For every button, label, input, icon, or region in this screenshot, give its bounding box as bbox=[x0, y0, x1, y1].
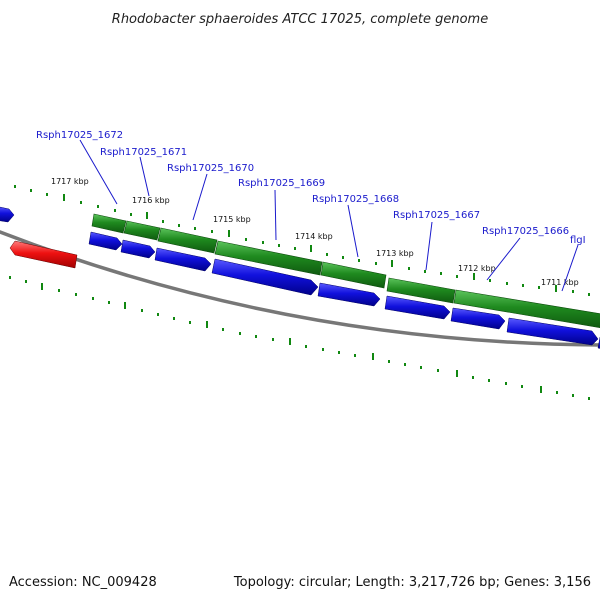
kbp-label: 1711 kbp bbox=[541, 278, 579, 287]
cds-track bbox=[0, 206, 600, 349]
gene-feature[interactable] bbox=[320, 261, 387, 289]
cds-arrow[interactable] bbox=[506, 317, 599, 346]
kbp-label: 1713 kbp bbox=[376, 249, 414, 258]
cds-arrow[interactable] bbox=[88, 231, 123, 251]
cds-arrow[interactable] bbox=[211, 258, 319, 296]
kbp-scale: 1717 kbp 1716 kbp 1715 kbp 1714 kbp 1713… bbox=[51, 177, 579, 287]
accession-text: Accession: NC_009428 bbox=[9, 575, 157, 590]
genome-summary-text: Topology: circular; Length: 3,217,726 bp… bbox=[233, 575, 591, 590]
gene-label-rsph17025-1670[interactable]: Rsph17025_1670 bbox=[167, 163, 254, 174]
kbp-label: 1717 kbp bbox=[51, 177, 89, 186]
cds-arrow[interactable] bbox=[450, 307, 506, 330]
kbp-label: 1716 kbp bbox=[132, 196, 170, 205]
gene-feature[interactable] bbox=[386, 277, 456, 304]
map-title: Rhodobacter sphaeroides ATCC 17025, comp… bbox=[112, 12, 488, 27]
kbp-label: 1714 kbp bbox=[295, 232, 333, 241]
cds-arrow[interactable] bbox=[317, 282, 381, 307]
kbp-label: 1712 kbp bbox=[458, 264, 496, 273]
gene-feature[interactable] bbox=[91, 213, 127, 234]
outer-tick-marks bbox=[14, 185, 590, 296]
gene-track bbox=[91, 213, 600, 328]
cds-arrow[interactable] bbox=[0, 206, 15, 223]
gene-feature[interactable] bbox=[453, 289, 600, 328]
gene-label-rsph17025-1671[interactable]: Rsph17025_1671 bbox=[100, 147, 187, 158]
cds-arrow[interactable] bbox=[120, 239, 156, 259]
genome-backbone bbox=[0, 230, 600, 347]
label-leaders bbox=[79, 139, 579, 292]
cds-arrow[interactable] bbox=[384, 295, 451, 320]
gene-label-rsph17025-1672[interactable]: Rsph17025_1672 bbox=[36, 130, 123, 141]
gene-label-rsph17025-1669[interactable]: Rsph17025_1669 bbox=[238, 178, 325, 189]
kbp-label: 1715 kbp bbox=[213, 215, 251, 224]
gene-label-rsph17025-1666[interactable]: Rsph17025_1666 bbox=[482, 226, 569, 237]
cds-arrow-reverse[interactable] bbox=[9, 240, 78, 269]
gene-label-rsph17025-1667[interactable]: Rsph17025_1667 bbox=[393, 210, 480, 221]
gene-feature[interactable] bbox=[123, 220, 161, 241]
gene-label-rsph17025-1668[interactable]: Rsph17025_1668 bbox=[312, 194, 399, 205]
gene-feature[interactable] bbox=[157, 227, 218, 254]
gene-labels: Rsph17025_1672 Rsph17025_1671 Rsph17025_… bbox=[36, 130, 586, 246]
cds-arrow[interactable] bbox=[154, 247, 212, 272]
inner-tick-marks bbox=[9, 276, 590, 400]
gene-feature[interactable] bbox=[214, 240, 323, 276]
gene-label-flgi[interactable]: flgI bbox=[570, 235, 586, 246]
